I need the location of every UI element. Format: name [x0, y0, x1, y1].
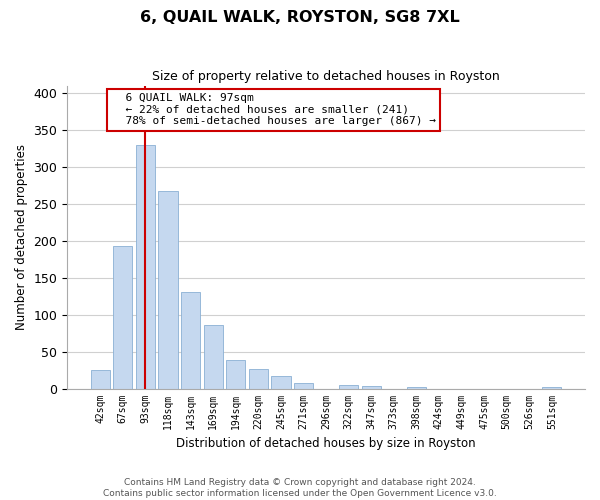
Title: Size of property relative to detached houses in Royston: Size of property relative to detached ho…: [152, 70, 500, 83]
Bar: [362, 386, 381, 388]
Bar: [91, 370, 110, 388]
Text: Contains HM Land Registry data © Crown copyright and database right 2024.
Contai: Contains HM Land Registry data © Crown c…: [103, 478, 497, 498]
Bar: [249, 370, 268, 388]
Text: 6 QUAIL WALK: 97sqm
  ← 22% of detached houses are smaller (241)
  78% of semi-d: 6 QUAIL WALK: 97sqm ← 22% of detached ho…: [112, 93, 436, 126]
Bar: [158, 191, 178, 388]
X-axis label: Distribution of detached houses by size in Royston: Distribution of detached houses by size …: [176, 437, 476, 450]
Bar: [136, 144, 155, 388]
Bar: [339, 385, 358, 388]
Bar: [271, 376, 290, 388]
Bar: [407, 387, 426, 388]
Text: 6, QUAIL WALK, ROYSTON, SG8 7XL: 6, QUAIL WALK, ROYSTON, SG8 7XL: [140, 10, 460, 25]
Bar: [181, 292, 200, 388]
Y-axis label: Number of detached properties: Number of detached properties: [15, 144, 28, 330]
Bar: [203, 325, 223, 388]
Bar: [294, 382, 313, 388]
Bar: [226, 360, 245, 388]
Bar: [542, 387, 562, 388]
Bar: [113, 246, 133, 388]
